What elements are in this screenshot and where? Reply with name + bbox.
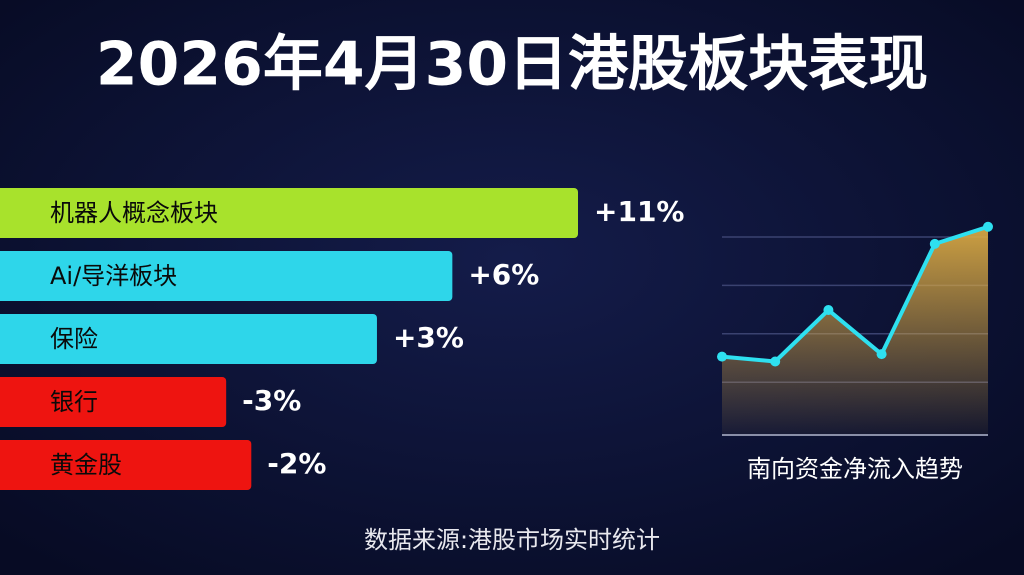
page-title: 2026年4月30日港股板块表现 <box>96 30 928 100</box>
source-note: 数据来源:港股市场实时统计 <box>364 526 660 554</box>
value-label: +6% <box>468 258 539 291</box>
bar-label: Ai/导洋板块 <box>50 262 177 290</box>
area <box>722 226 988 435</box>
line <box>721 224 989 364</box>
bar <box>0 377 227 427</box>
bar <box>0 440 252 490</box>
point <box>876 349 887 360</box>
point <box>929 238 940 249</box>
value-label: -2% <box>267 447 326 480</box>
point <box>983 221 993 232</box>
value-label: +3% <box>393 321 464 354</box>
bar <box>0 188 578 238</box>
point <box>717 351 727 362</box>
bar <box>0 314 377 364</box>
value-label: -3% <box>242 384 301 417</box>
bar-label: 保险 <box>50 325 98 353</box>
point <box>823 305 834 316</box>
bar <box>0 251 453 301</box>
bar-label: 银行 <box>50 388 98 416</box>
point <box>770 356 781 367</box>
bar-label: 机器人概念板块 <box>50 199 218 227</box>
value-label: +11% <box>594 195 684 228</box>
bar-label: 黄金股 <box>50 451 122 479</box>
chart-title: 南向资金净流入趋势 <box>747 455 963 483</box>
